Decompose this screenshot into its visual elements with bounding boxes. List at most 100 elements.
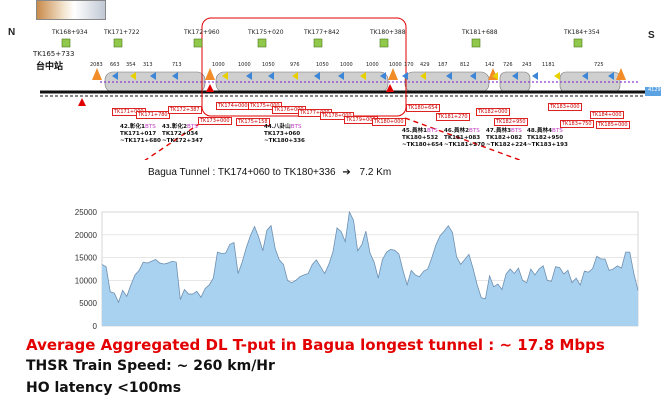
top-km-marker: TK180+388	[370, 29, 406, 36]
segment-length-label: 725	[594, 62, 604, 68]
km-tag: TK180+000	[372, 118, 406, 126]
km-tag: TK183+000	[548, 103, 582, 111]
segment-length-label: 2083	[90, 62, 103, 68]
bts-station: 48.員林4BTS TK182+950 ~TK183+193	[527, 128, 568, 148]
throughput-line	[101, 210, 639, 304]
top-km-marker: TK172+960	[184, 29, 220, 36]
y-tick-label: 5000	[79, 299, 97, 308]
y-tick-label: 0	[93, 322, 98, 331]
station-suffix: BTS	[552, 128, 563, 134]
top-km-marker: TK171+722	[104, 29, 140, 36]
station-range: ~TK181+270	[444, 142, 485, 148]
bts-arrow-icon	[554, 72, 560, 80]
bts-arrow-icon	[292, 72, 298, 80]
bts-arrow-icon	[420, 72, 426, 80]
bts-arrow-icon	[268, 72, 274, 80]
bts-arrow-icon	[360, 72, 366, 80]
avg-throughput-caption: Average Aggregated DL T-put in Bagua lon…	[26, 336, 605, 354]
bts-arrow-icon	[582, 72, 588, 80]
bts-arrow-icon	[338, 72, 344, 80]
bts-arrow-icon	[446, 72, 452, 80]
km-tag: TK174+000	[216, 102, 250, 110]
bts-arrow-icon	[172, 72, 178, 80]
checkbox-icon	[61, 38, 71, 48]
km-tag: TK182+950	[494, 118, 528, 126]
checkbox-icon	[113, 38, 123, 48]
top-km-marker: TK168+934	[52, 29, 88, 36]
checkbox-icon	[573, 38, 583, 48]
station-range: ~TK180+654	[402, 142, 443, 148]
station-code: TK181+083	[444, 135, 481, 141]
top-km-marker: TK181+688	[462, 29, 498, 36]
bts-arrow-icon	[512, 72, 518, 80]
bts-arrow-icon	[608, 72, 614, 80]
y-tick-label: 25000	[75, 208, 98, 217]
segment-length-label: 812	[460, 62, 470, 68]
checkbox-icon	[193, 38, 203, 48]
segment-length-label: 663	[110, 62, 120, 68]
segment-length-label: 313	[143, 62, 153, 68]
train-speed-caption: THSR Train Speed: ~ 260 km/Hr	[26, 358, 275, 374]
station-code: TK172+034	[162, 131, 199, 137]
segment-length-label: 1000	[238, 62, 251, 68]
y-tick-label: 20000	[75, 231, 98, 240]
bts-arrow-icon	[380, 72, 386, 80]
top-km-marker: TK175+020	[248, 29, 284, 36]
segment-length-label: 1050	[262, 62, 275, 68]
station-range: ~TK182+224	[486, 142, 527, 148]
top-km-marker: TK177+842	[304, 29, 340, 36]
start-station: 台中站	[36, 62, 64, 72]
station-name: 員林1	[411, 128, 428, 134]
segment-length-label: 1000	[366, 62, 379, 68]
train-thumbnail	[36, 0, 106, 20]
station-code: TK173+060	[264, 131, 301, 137]
bts-arrow-icon	[470, 72, 476, 80]
bts-arrow-icon	[314, 72, 320, 80]
bts-arrow-icon	[246, 72, 252, 80]
track-end-box	[645, 87, 661, 96]
station-code: TK182+082	[486, 135, 523, 141]
segment-length-label: 1000	[212, 62, 225, 68]
station-suffix: BTS	[469, 128, 480, 134]
bts-station: 46.員林2BTS TK181+083 ~TK181+270	[444, 128, 485, 148]
station-name: 八卦山	[273, 124, 291, 130]
tunnel-caption: Bagua Tunnel : TK174+060 to TK180+336 ➔ …	[148, 167, 391, 178]
segment-length-label: 1050	[316, 62, 329, 68]
top-km-marker: TK184+354	[564, 29, 600, 36]
station-name: 員林4	[536, 128, 553, 134]
segment-length-label: 976	[290, 62, 300, 68]
bts-arrow-icon	[150, 72, 156, 80]
portal-cone	[92, 68, 102, 80]
station-name: 彰化1	[129, 124, 146, 130]
track-diagram	[40, 17, 661, 160]
checkbox-icon	[471, 38, 481, 48]
start-km: TK165+733	[33, 50, 75, 58]
km-tag: TK173+000	[198, 117, 232, 125]
north-label: N	[8, 27, 16, 38]
bts-station: 42.彰化1BTS TK171+017 ~TK171+680	[120, 124, 161, 144]
station-suffix: BTS	[145, 124, 156, 130]
station-suffix: BTS	[290, 124, 302, 130]
y-tick-label: 10000	[75, 276, 98, 285]
segment-length-label: 1181	[542, 62, 555, 68]
flag	[78, 98, 86, 106]
throughput-area	[102, 212, 638, 326]
bts-station: 47.員林3BTS TK182+082 ~TK182+224	[486, 128, 527, 148]
station-code: TK171+017	[120, 131, 157, 137]
bts-arrow-icon	[402, 72, 408, 80]
segment-length-label: 243	[522, 62, 532, 68]
segment-length-label: 726	[503, 62, 513, 68]
bts-station: 43.彰化2BTS TK172+034 ~TK172+347	[162, 124, 203, 144]
bts-station: 44.八卦山BTS TK173+060 ~TK180+336	[264, 124, 305, 144]
segment-length-label: 354	[126, 62, 136, 68]
track-end-label: 4129	[648, 87, 661, 93]
segment-length-label: 187	[438, 62, 448, 68]
bts-arrow-icon	[130, 72, 136, 80]
station-name: 彰化2	[171, 124, 188, 130]
km-tag: TK183+750	[560, 120, 594, 128]
arrow-right-icon: ➔	[342, 167, 351, 178]
station-suffix: BTS	[511, 128, 522, 134]
station-code: TK180+532	[402, 135, 439, 141]
station-suffix: BTS	[187, 124, 198, 130]
km-tag: TK175+158	[236, 118, 270, 126]
